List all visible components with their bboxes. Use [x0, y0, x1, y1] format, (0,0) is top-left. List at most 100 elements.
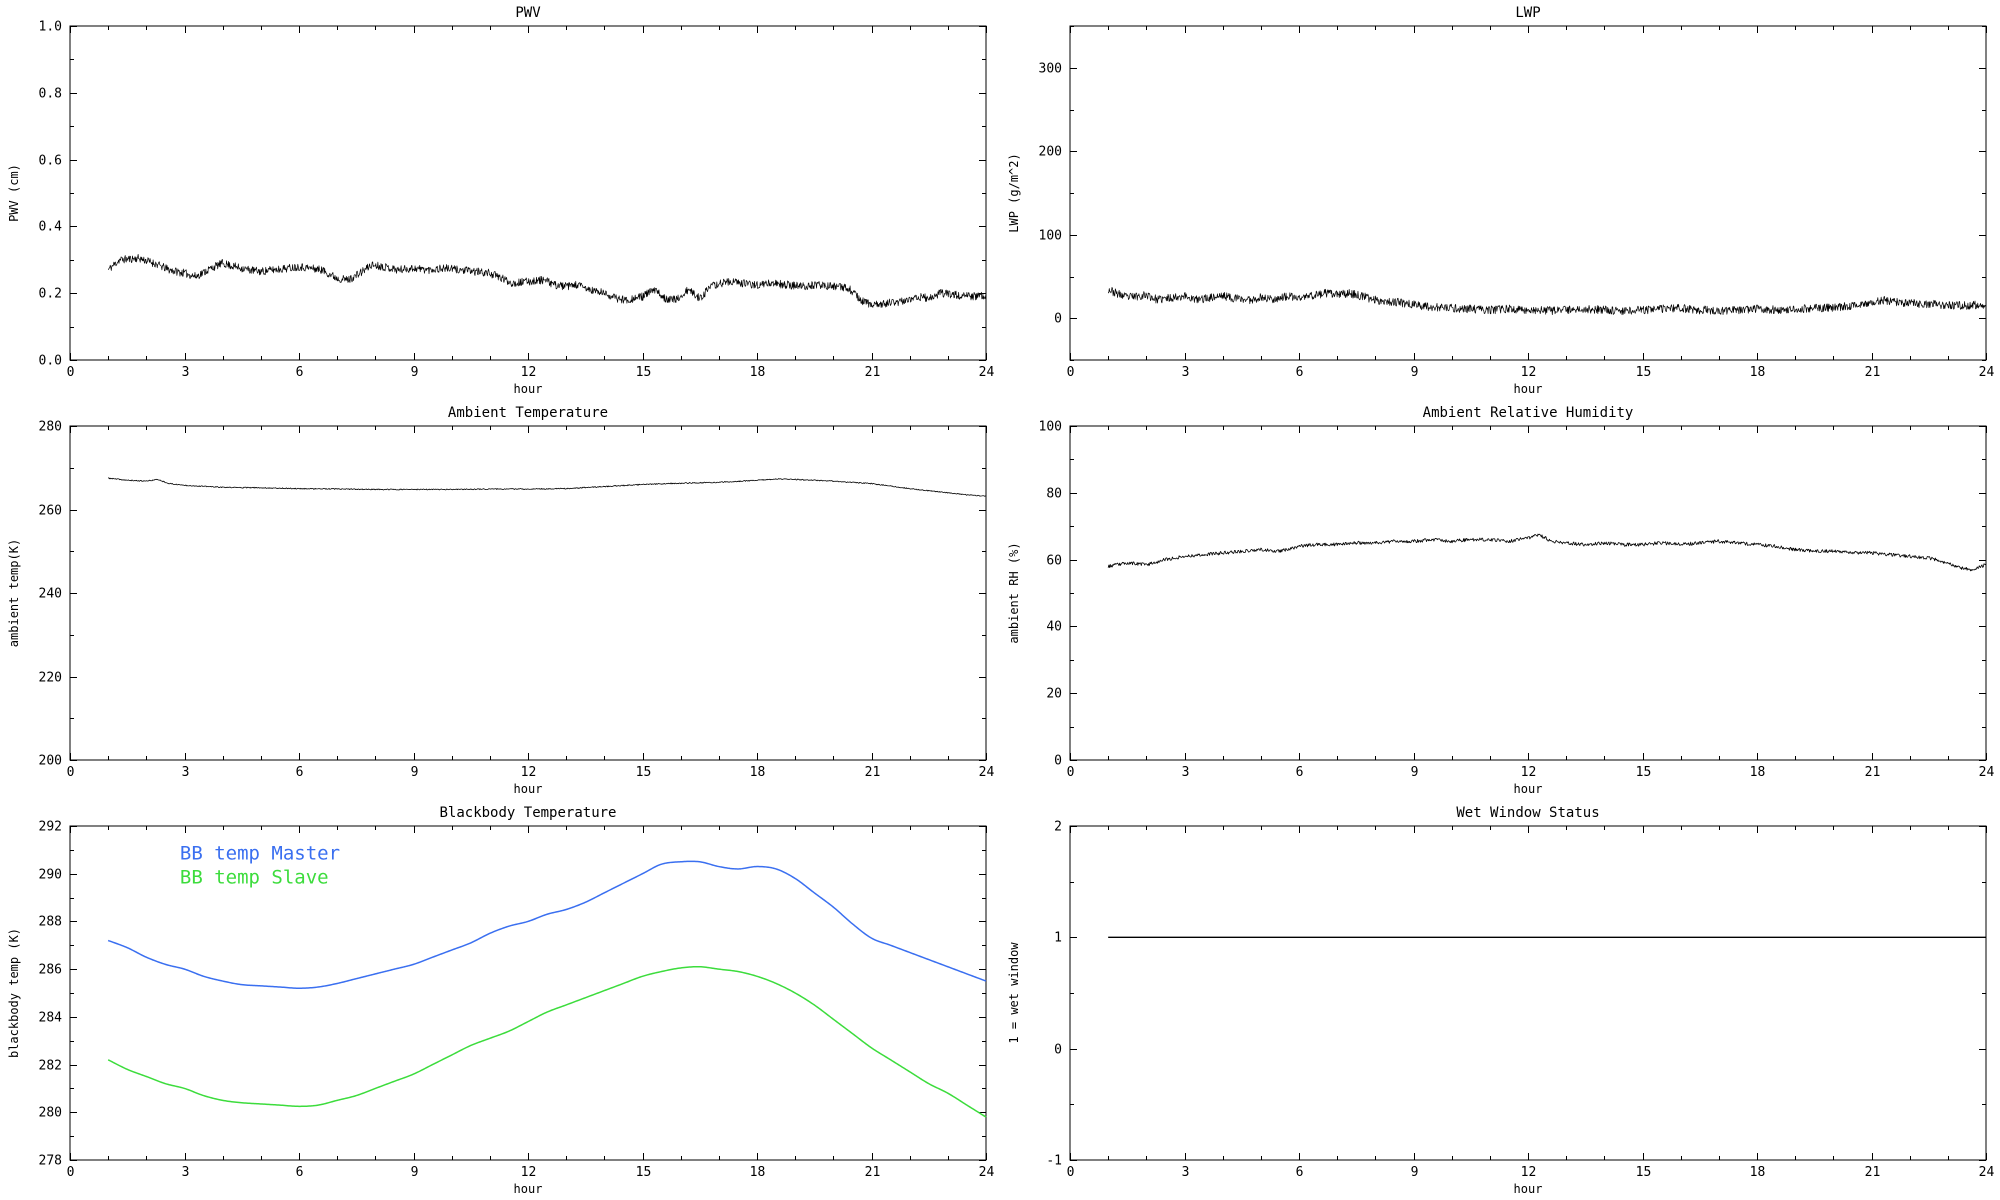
svg-text:18: 18 [1750, 765, 1766, 780]
svg-text:24: 24 [1979, 765, 1995, 780]
svg-text:0: 0 [1067, 765, 1075, 780]
svg-text:21: 21 [1865, 1165, 1881, 1180]
svg-text:hour: hour [1514, 782, 1543, 796]
svg-text:240: 240 [39, 587, 62, 602]
svg-text:15: 15 [636, 365, 652, 380]
svg-text:-1: -1 [1046, 1154, 1062, 1169]
svg-text:0: 0 [1054, 312, 1062, 327]
svg-text:200: 200 [39, 754, 62, 769]
svg-text:9: 9 [1411, 765, 1419, 780]
svg-text:15: 15 [636, 765, 652, 780]
svg-text:12: 12 [1521, 765, 1537, 780]
svg-text:LWP (g/m^2): LWP (g/m^2) [1007, 153, 1021, 232]
svg-text:6: 6 [1296, 765, 1304, 780]
svg-text:282: 282 [39, 1059, 62, 1074]
svg-text:60: 60 [1046, 554, 1062, 569]
svg-text:6: 6 [296, 1165, 304, 1180]
svg-text:ambient temp(K): ambient temp(K) [7, 539, 21, 647]
ambient-temperature-chart-canvas: 0 3 6 9 12 15 18 21 24 200 220 240 260 280 hour ambient… [7, 420, 995, 797]
svg-text:6: 6 [296, 365, 304, 380]
blackbody-temperature-title: Blackbody Temperature [439, 805, 617, 821]
lwp-chart-canvas: 0 3 6 9 12 15 18 21 24 0 100 200 300 hour LWP (g/m^2) [1007, 25, 1995, 396]
svg-text:290: 290 [39, 868, 62, 883]
svg-text:18: 18 [1750, 365, 1766, 380]
svg-text:278: 278 [39, 1154, 62, 1169]
lwp-title: LWP [1515, 5, 1541, 21]
legend-entry: BB temp Master [180, 842, 340, 864]
svg-text:20: 20 [1046, 687, 1062, 702]
plot-wet-window-status: Wet Window Status 0 3 6 9 12 15 18 21 24 -1 0 1 2 hou… [1000, 800, 2000, 1200]
svg-text:0: 0 [1054, 1043, 1062, 1058]
svg-text:PWV (cm): PWV (cm) [7, 164, 21, 222]
svg-text:24: 24 [1979, 365, 1995, 380]
svg-text:2: 2 [1054, 820, 1062, 835]
svg-text:0.2: 0.2 [39, 287, 62, 302]
svg-text:15: 15 [1636, 765, 1652, 780]
svg-text:15: 15 [636, 1165, 652, 1180]
svg-text:18: 18 [750, 1165, 766, 1180]
svg-text:15: 15 [1636, 365, 1652, 380]
svg-text:0: 0 [1067, 365, 1075, 380]
svg-text:280: 280 [39, 1106, 62, 1121]
svg-text:9: 9 [1411, 1165, 1419, 1180]
svg-text:0: 0 [67, 765, 75, 780]
svg-text:18: 18 [750, 365, 766, 380]
svg-text:3: 3 [1182, 365, 1190, 380]
svg-text:100: 100 [1039, 229, 1062, 244]
svg-text:3: 3 [182, 1165, 190, 1180]
svg-text:300: 300 [1039, 62, 1062, 77]
svg-text:200: 200 [1039, 145, 1062, 160]
svg-text:100: 100 [1039, 420, 1062, 435]
svg-text:12: 12 [1521, 365, 1537, 380]
svg-text:260: 260 [39, 504, 62, 519]
svg-text:blackbody temp (K): blackbody temp (K) [7, 928, 21, 1058]
pwv-title: PWV [515, 5, 541, 21]
svg-text:24: 24 [979, 765, 995, 780]
legend-entry: BB temp Slave [180, 866, 329, 888]
svg-text:24: 24 [979, 365, 995, 380]
plot-blackbody-temperature: Blackbody Temperature 0 3 6 9 12 15 18 21 24 278 2… [0, 800, 1000, 1200]
svg-text:9: 9 [411, 365, 419, 380]
svg-text:9: 9 [411, 765, 419, 780]
plot-pwv: PWV 0 3 6 9 12 15 18 21 24 0.0 0.2 0.4 0.6 0.8 1.0 hour… [0, 0, 1000, 400]
svg-text:292: 292 [39, 820, 62, 835]
svg-text:21: 21 [865, 1165, 881, 1180]
svg-text:3: 3 [1182, 1165, 1190, 1180]
svg-text:80: 80 [1046, 487, 1062, 502]
svg-text:0: 0 [67, 365, 75, 380]
svg-text:21: 21 [865, 365, 881, 380]
svg-text:0: 0 [1067, 1165, 1075, 1180]
svg-text:3: 3 [182, 765, 190, 780]
ambient-temperature-title: Ambient Temperature [447, 405, 609, 421]
svg-text:284: 284 [39, 1011, 63, 1026]
svg-text:15: 15 [1636, 1165, 1652, 1180]
ambient-relative-humidity-chart-canvas: 0 3 6 9 12 15 18 21 24 0 20 40 60 80 100 hour ambient RH… [1007, 420, 1995, 797]
svg-text:220: 220 [39, 671, 62, 686]
svg-text:12: 12 [521, 1165, 537, 1180]
svg-text:hour: hour [1514, 1182, 1543, 1196]
svg-text:hour: hour [1514, 382, 1543, 396]
svg-text:9: 9 [1411, 365, 1419, 380]
plot-ambient-temperature: Ambient Temperature 0 3 6 9 12 15 18 21 24 200 220… [0, 400, 1000, 800]
svg-text:6: 6 [1296, 365, 1304, 380]
svg-text:286: 286 [39, 963, 62, 978]
svg-text:hour: hour [514, 782, 543, 796]
svg-text:6: 6 [1296, 1165, 1304, 1180]
svg-text:1 = wet window: 1 = wet window [1007, 942, 1021, 1044]
svg-text:hour: hour [514, 382, 543, 396]
svg-text:3: 3 [1182, 765, 1190, 780]
svg-text:12: 12 [521, 365, 537, 380]
svg-text:6: 6 [296, 765, 304, 780]
svg-text:21: 21 [1865, 765, 1881, 780]
svg-text:288: 288 [39, 915, 62, 930]
svg-text:9: 9 [411, 1165, 419, 1180]
svg-text:40: 40 [1046, 620, 1062, 635]
svg-text:12: 12 [1521, 1165, 1537, 1180]
blackbody-temperature-chart-canvas: 0 3 6 9 12 15 18 21 24 278 280 282 284 286 288 290 292 ho… [7, 820, 994, 1197]
plot-ambient-relative-humidity: Ambient Relative Humidity 0 3 6 9 12 15 18 21 24… [1000, 400, 2000, 800]
ambient-relative-humidity-title: Ambient Relative Humidity [1422, 405, 1634, 421]
svg-text:ambient RH (%): ambient RH (%) [1007, 542, 1021, 643]
svg-text:0: 0 [1054, 754, 1062, 769]
